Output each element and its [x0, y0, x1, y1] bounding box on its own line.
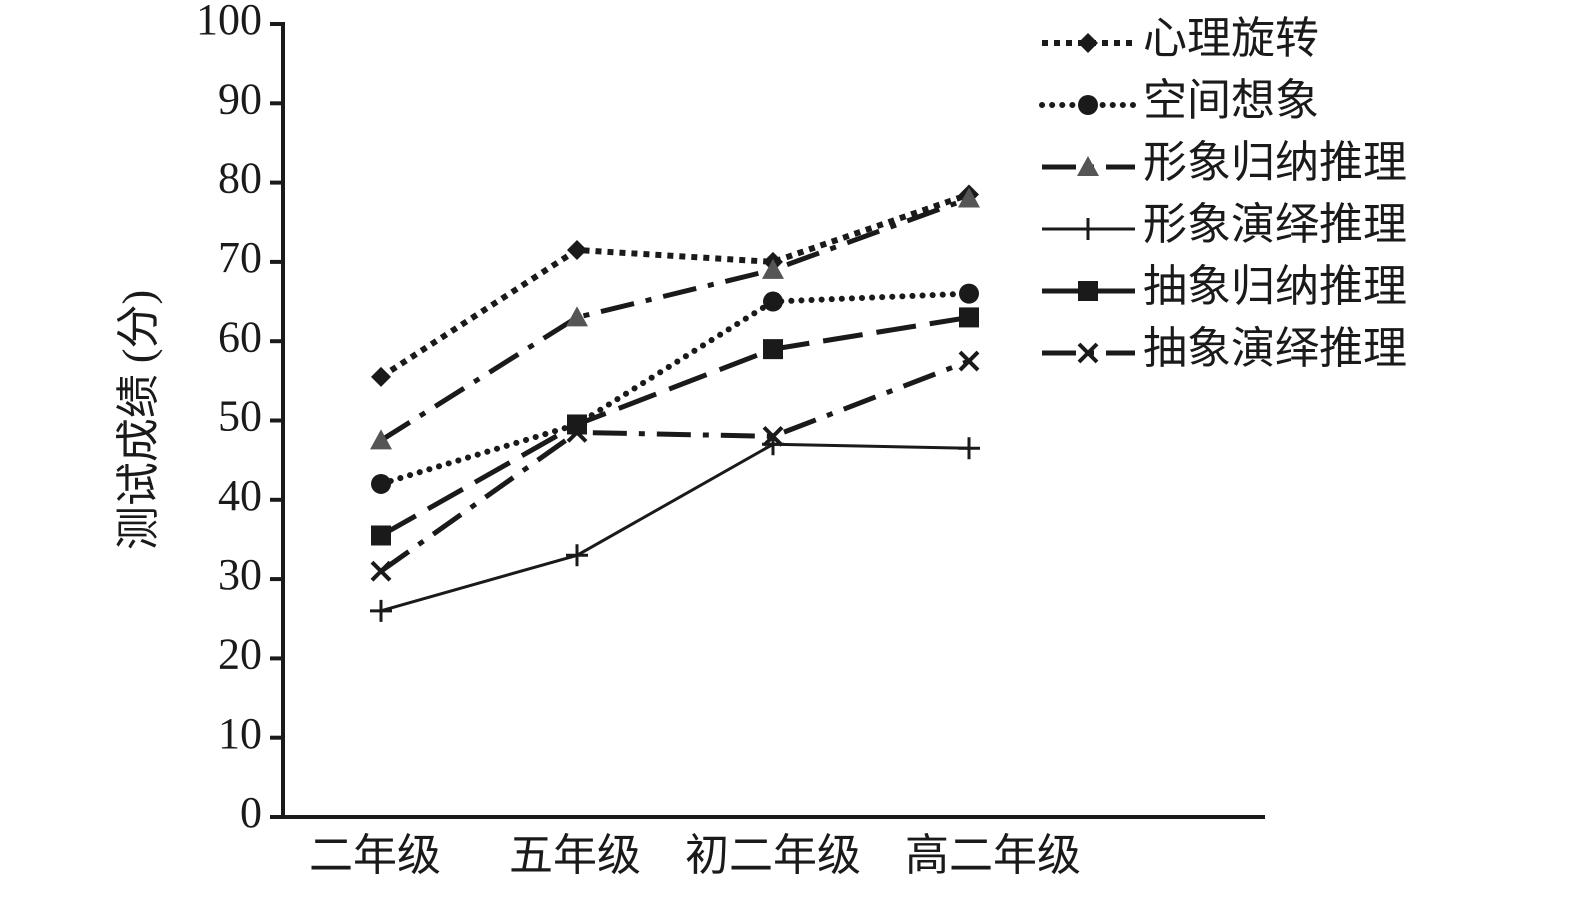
point: [763, 291, 783, 312]
point: [959, 283, 979, 304]
legend-label: 空间想象: [1143, 76, 1319, 125]
legend-label: 抽象演绎推理: [1143, 324, 1407, 373]
legend-marker: [1078, 281, 1098, 301]
point: [958, 437, 980, 460]
point: [370, 560, 392, 582]
point: [371, 473, 391, 494]
point: [370, 599, 392, 622]
y-tick-label: 50: [218, 392, 262, 441]
point: [958, 187, 980, 208]
legend-label: 抽象归纳推理: [1143, 262, 1407, 311]
point: [370, 429, 392, 450]
legend-label: 形象演绎推理: [1143, 200, 1407, 249]
y-tick-label: 90: [218, 74, 262, 123]
legend-marker: [1078, 33, 1098, 53]
point: [762, 258, 784, 279]
series-line: [379, 358, 970, 574]
point: [762, 425, 784, 447]
point: [567, 240, 587, 261]
legend-marker: [1078, 95, 1098, 115]
x-tick-label: 二年级: [309, 831, 441, 880]
y-tick-label: 60: [218, 312, 262, 361]
series-line: [379, 191, 970, 380]
point: [959, 307, 979, 328]
y-tick-label: 100: [196, 0, 262, 44]
point: [763, 339, 783, 360]
y-tick-label: 20: [218, 629, 262, 678]
legend-marker: [1077, 218, 1099, 240]
legend-marker: [1077, 156, 1099, 176]
y-tick-label: 0: [240, 788, 262, 837]
point: [566, 306, 588, 327]
legend-label: 心理旋转: [1143, 14, 1319, 63]
legend-marker: [1077, 342, 1099, 364]
x-tick-label: 五年级: [509, 831, 641, 880]
point: [371, 366, 391, 387]
series-line: [379, 314, 970, 538]
series-line: [380, 442, 970, 613]
y-tick-label: 40: [218, 471, 262, 520]
legend-label: 形象归纳推理: [1143, 138, 1407, 187]
series-line: [379, 196, 970, 443]
y-tick-label: 30: [218, 550, 262, 599]
x-tick-label: 初二年级: [685, 831, 861, 880]
y-axis-label: 测试成绩 (分): [114, 290, 163, 550]
point: [371, 525, 391, 546]
y-tick-label: 80: [218, 154, 262, 203]
x-tick-label: 高二年级: [905, 831, 1081, 880]
point: [566, 544, 588, 567]
point: [958, 350, 980, 372]
point: [566, 421, 588, 443]
y-tick-label: 10: [218, 709, 262, 758]
series-line: [378, 290, 972, 487]
y-tick-label: 70: [218, 233, 262, 282]
